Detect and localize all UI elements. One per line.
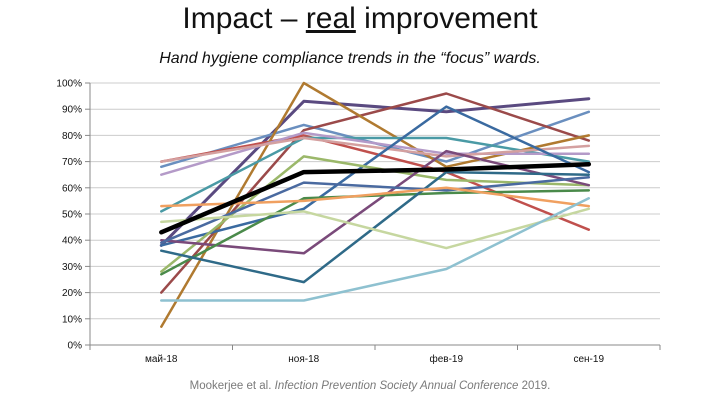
citation-conference: Infection Prevention Society Annual Conf… [274,380,519,392]
series-line-17 [160,197,591,302]
title-underlined-word: real [305,2,356,35]
y-tick-label: 80% [62,131,82,142]
title-part-2: improvement [355,2,538,35]
x-tick-label: май-18 [145,354,178,365]
citation-author: Mookerjee et al. [189,380,275,392]
x-tick-label: ноя-18 [288,354,319,365]
axes [89,83,660,346]
citation: Mookerjee et al. Infection Prevention So… [0,380,720,392]
y-tick-label: 40% [62,236,82,247]
series-line-3 [160,92,591,294]
series-line-4 [160,134,591,231]
y-tick-label: 0% [68,341,83,352]
series-line-16 [160,207,591,250]
y-tick-label: 10% [62,314,82,325]
series-line-8 [160,136,591,163]
series-line-7 [160,131,591,176]
series-line-14 [160,176,591,245]
citation-year: 2019. [518,380,551,392]
average-series-line [159,161,592,235]
series-line-13 [160,170,591,284]
y-tick-label: 100% [56,79,82,90]
x-tick-label: сен-19 [573,354,604,365]
y-tick-label: 30% [62,262,82,273]
y-tick-label: 60% [62,183,82,194]
y-tick-label: 50% [62,210,82,221]
chart-subtitle: Hand hygiene compliance trends in the “f… [159,50,541,67]
tick-labels: 0% 10% 20% 30% 40% 50% 60% 70% 80% 90% 100% май-18 н… [56,79,604,366]
page-title: Impact – real improvement [0,2,720,36]
series-lines [159,81,592,328]
title-part-1: Impact – [182,2,306,35]
series-line-12 [160,189,591,276]
y-tick-label: 90% [62,105,82,116]
x-tick-label: фев-19 [429,353,463,365]
series-line-9 [160,105,591,247]
y-tick-label: 70% [62,157,82,168]
series-line-6 [160,136,591,213]
y-tick-label: 20% [62,288,82,299]
